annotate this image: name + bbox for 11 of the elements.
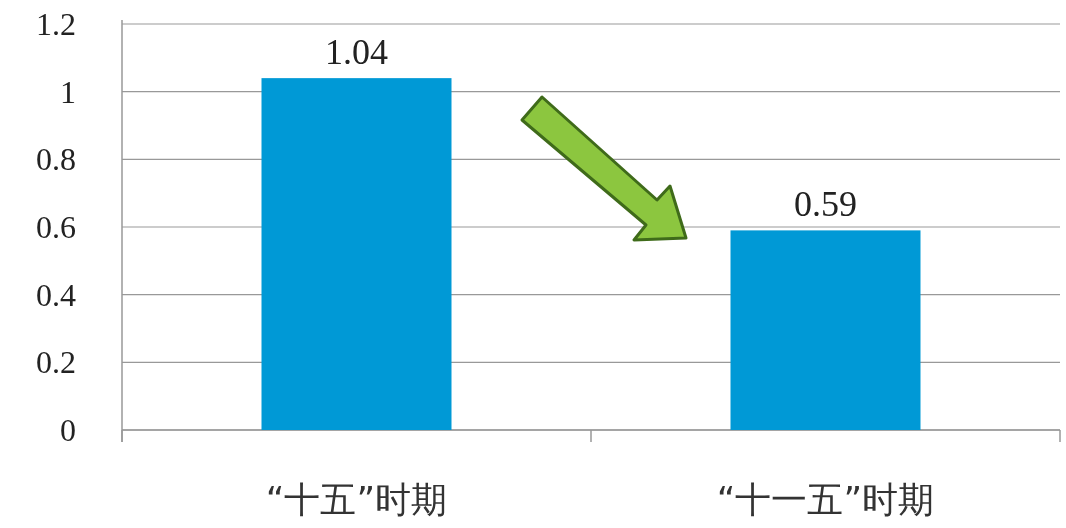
y-tick-label: 1.2 — [36, 6, 76, 42]
x-tick-label: “十一五”时期 — [716, 479, 935, 520]
data-label: 1.04 — [325, 32, 388, 73]
data-label: 0.59 — [794, 184, 857, 225]
y-tick-label: 1 — [60, 73, 76, 110]
x-tick-label: “十五”时期 — [265, 479, 448, 520]
y-tick-label: 0 — [60, 412, 76, 448]
y-tick-label: 0.4 — [36, 276, 76, 313]
y-tick-label: 0.6 — [36, 209, 76, 245]
y-tick-label: 0.2 — [36, 344, 76, 381]
y-tick-label: 0.8 — [36, 141, 76, 178]
